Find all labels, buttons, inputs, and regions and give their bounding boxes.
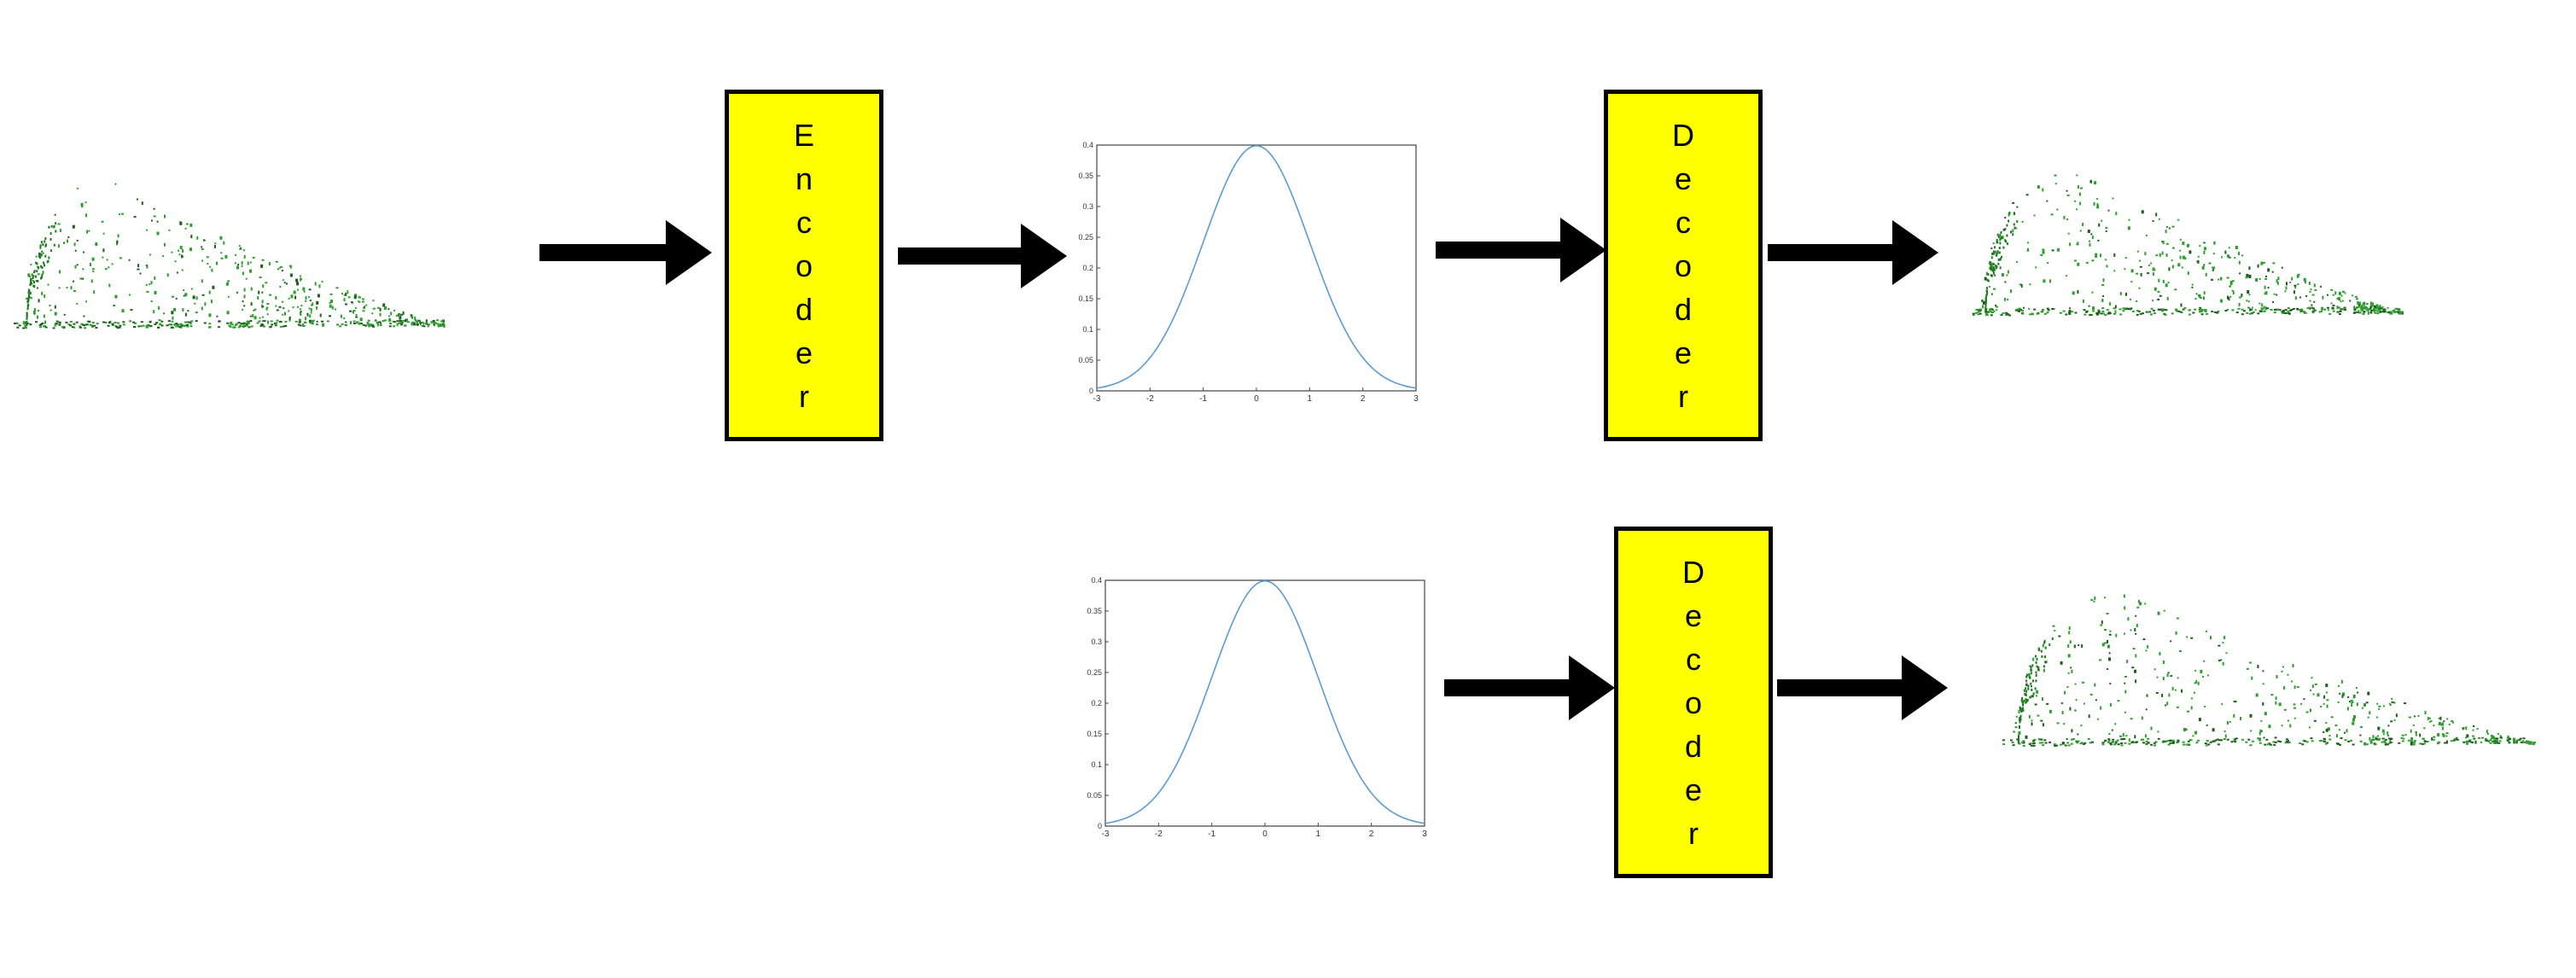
y-tick-label: 0.4 [1082, 141, 1093, 149]
arrow-input-to-encoder [539, 220, 712, 285]
block-letter: r [1688, 815, 1699, 851]
block-letter: c [796, 204, 812, 240]
block-letter: e [1674, 160, 1693, 196]
x-tick-label: -3 [1102, 830, 1110, 839]
arrow-latent-to-decoder-bottom [1444, 655, 1615, 720]
y-tick-label: 0.25 [1078, 233, 1093, 242]
x-tick-label: 3 [1422, 830, 1427, 839]
block-letter: d [1674, 291, 1693, 327]
y-tick-label: 0.25 [1087, 668, 1102, 677]
block-letter: o [1674, 247, 1693, 283]
y-tick-label: 0.35 [1087, 607, 1102, 615]
gaussian-curve [1104, 579, 1425, 824]
latent-distribution-plot-top: -3 -2 -1 0 1 2 3 0 0.05 0.1 0.15 0.2 0.25 0.3 0.35 0.4 [1078, 141, 1419, 404]
y-tick-label: 0.05 [1087, 791, 1102, 800]
x-tick-label: -2 [1155, 830, 1163, 839]
y-tick-label: 0.15 [1078, 294, 1093, 303]
x-tick-label: -3 [1093, 394, 1101, 404]
point-cloud-dots [2002, 594, 2536, 747]
y-tick-label: 0.2 [1082, 264, 1093, 272]
block-letter: d [1684, 728, 1703, 764]
x-tick-label: 2 [1361, 394, 1366, 404]
arrow-decoder-to-output-bottom [1777, 655, 1948, 720]
block-letter: D [1682, 554, 1705, 590]
block-letter: o [1684, 684, 1703, 720]
plot-frame [1096, 144, 1417, 392]
block-letter: e [795, 335, 813, 370]
block-letter: e [1684, 597, 1703, 633]
block-letter: n [795, 160, 813, 196]
y-tick-label: 0.2 [1091, 699, 1102, 707]
block-letter: e [1684, 771, 1703, 807]
point-cloud-dots [14, 183, 446, 329]
y-tick-label: 0 [1089, 387, 1093, 395]
x-tick-label: 2 [1369, 830, 1374, 839]
x-tick-label: -2 [1146, 394, 1154, 404]
input-point-cloud [14, 183, 446, 329]
gaussian-curve [1096, 144, 1417, 389]
x-tick-label: 0 [1254, 394, 1259, 404]
block-letter: e [1674, 335, 1693, 370]
y-tick-label: 0 [1098, 822, 1102, 830]
arrow-encoder-to-latent [898, 224, 1067, 288]
arrow-decoder-to-output-top [1768, 220, 1938, 285]
generated-point-cloud [2002, 594, 2536, 747]
plot-frame [1104, 579, 1425, 827]
reconstructed-point-cloud [1972, 174, 2404, 317]
x-tick-label: 1 [1316, 830, 1321, 839]
block-letter: o [795, 247, 813, 283]
y-tick-label: 0.1 [1082, 325, 1093, 334]
y-tick-label: 0.05 [1078, 356, 1093, 364]
arrow-latent-to-decoder-top [1436, 218, 1606, 282]
block-letter: D [1672, 117, 1694, 153]
y-tick-label: 0.15 [1087, 730, 1102, 738]
block-letter: E [793, 117, 814, 153]
y-tick-label: 0.3 [1091, 637, 1102, 646]
block-letter: c [1676, 204, 1691, 240]
x-tick-label: -1 [1208, 830, 1215, 839]
block-letter: r [1678, 378, 1688, 414]
block-letter: c [1686, 641, 1701, 677]
x-tick-label: 1 [1308, 394, 1313, 404]
x-tick-label: -1 [1199, 394, 1207, 404]
y-tick-label: 0.35 [1078, 172, 1093, 180]
y-tick-label: 0.4 [1091, 576, 1102, 585]
block-letter: r [799, 378, 809, 414]
y-tick-label: 0.1 [1091, 760, 1102, 769]
y-tick-label: 0.3 [1082, 202, 1093, 211]
latent-distribution-plot-bottom: -3 -2 -1 0 1 2 3 0 0.05 0.1 0.15 0.2 0.25 0.3 0.35 0.4 [1087, 576, 1427, 839]
block-letter: d [795, 291, 813, 327]
point-cloud-dots [1972, 174, 2404, 317]
x-tick-label: 0 [1262, 830, 1268, 839]
x-tick-label: 3 [1413, 394, 1419, 404]
